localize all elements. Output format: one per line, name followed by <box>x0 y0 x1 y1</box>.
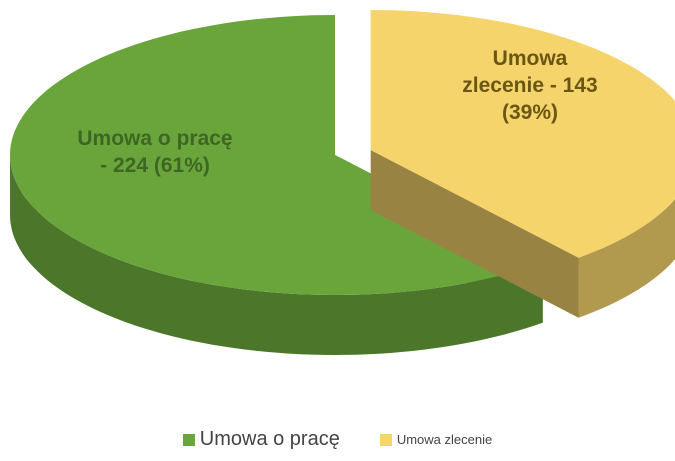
legend-text: Umowa zlecenie <box>396 432 493 447</box>
legend: Umowa o pracę Umowa zlecenie <box>0 428 675 451</box>
slice-side <box>578 199 675 318</box>
legend-swatch <box>182 433 195 446</box>
slice-label: Umowa o pracę - 224 (61%) <box>77 127 233 177</box>
legend-item: Umowa zlecenie <box>379 432 493 447</box>
slice-label: Umowa zlecenie - 143 (39%) <box>462 47 598 124</box>
legend-text: Umowa o pracę <box>199 428 340 450</box>
legend-item: Umowa o pracę <box>182 428 340 451</box>
slice-cut-face <box>370 150 579 318</box>
legend-swatch <box>379 433 392 446</box>
slice-top <box>370 10 675 258</box>
slice-side <box>10 155 543 355</box>
slice <box>370 10 675 318</box>
